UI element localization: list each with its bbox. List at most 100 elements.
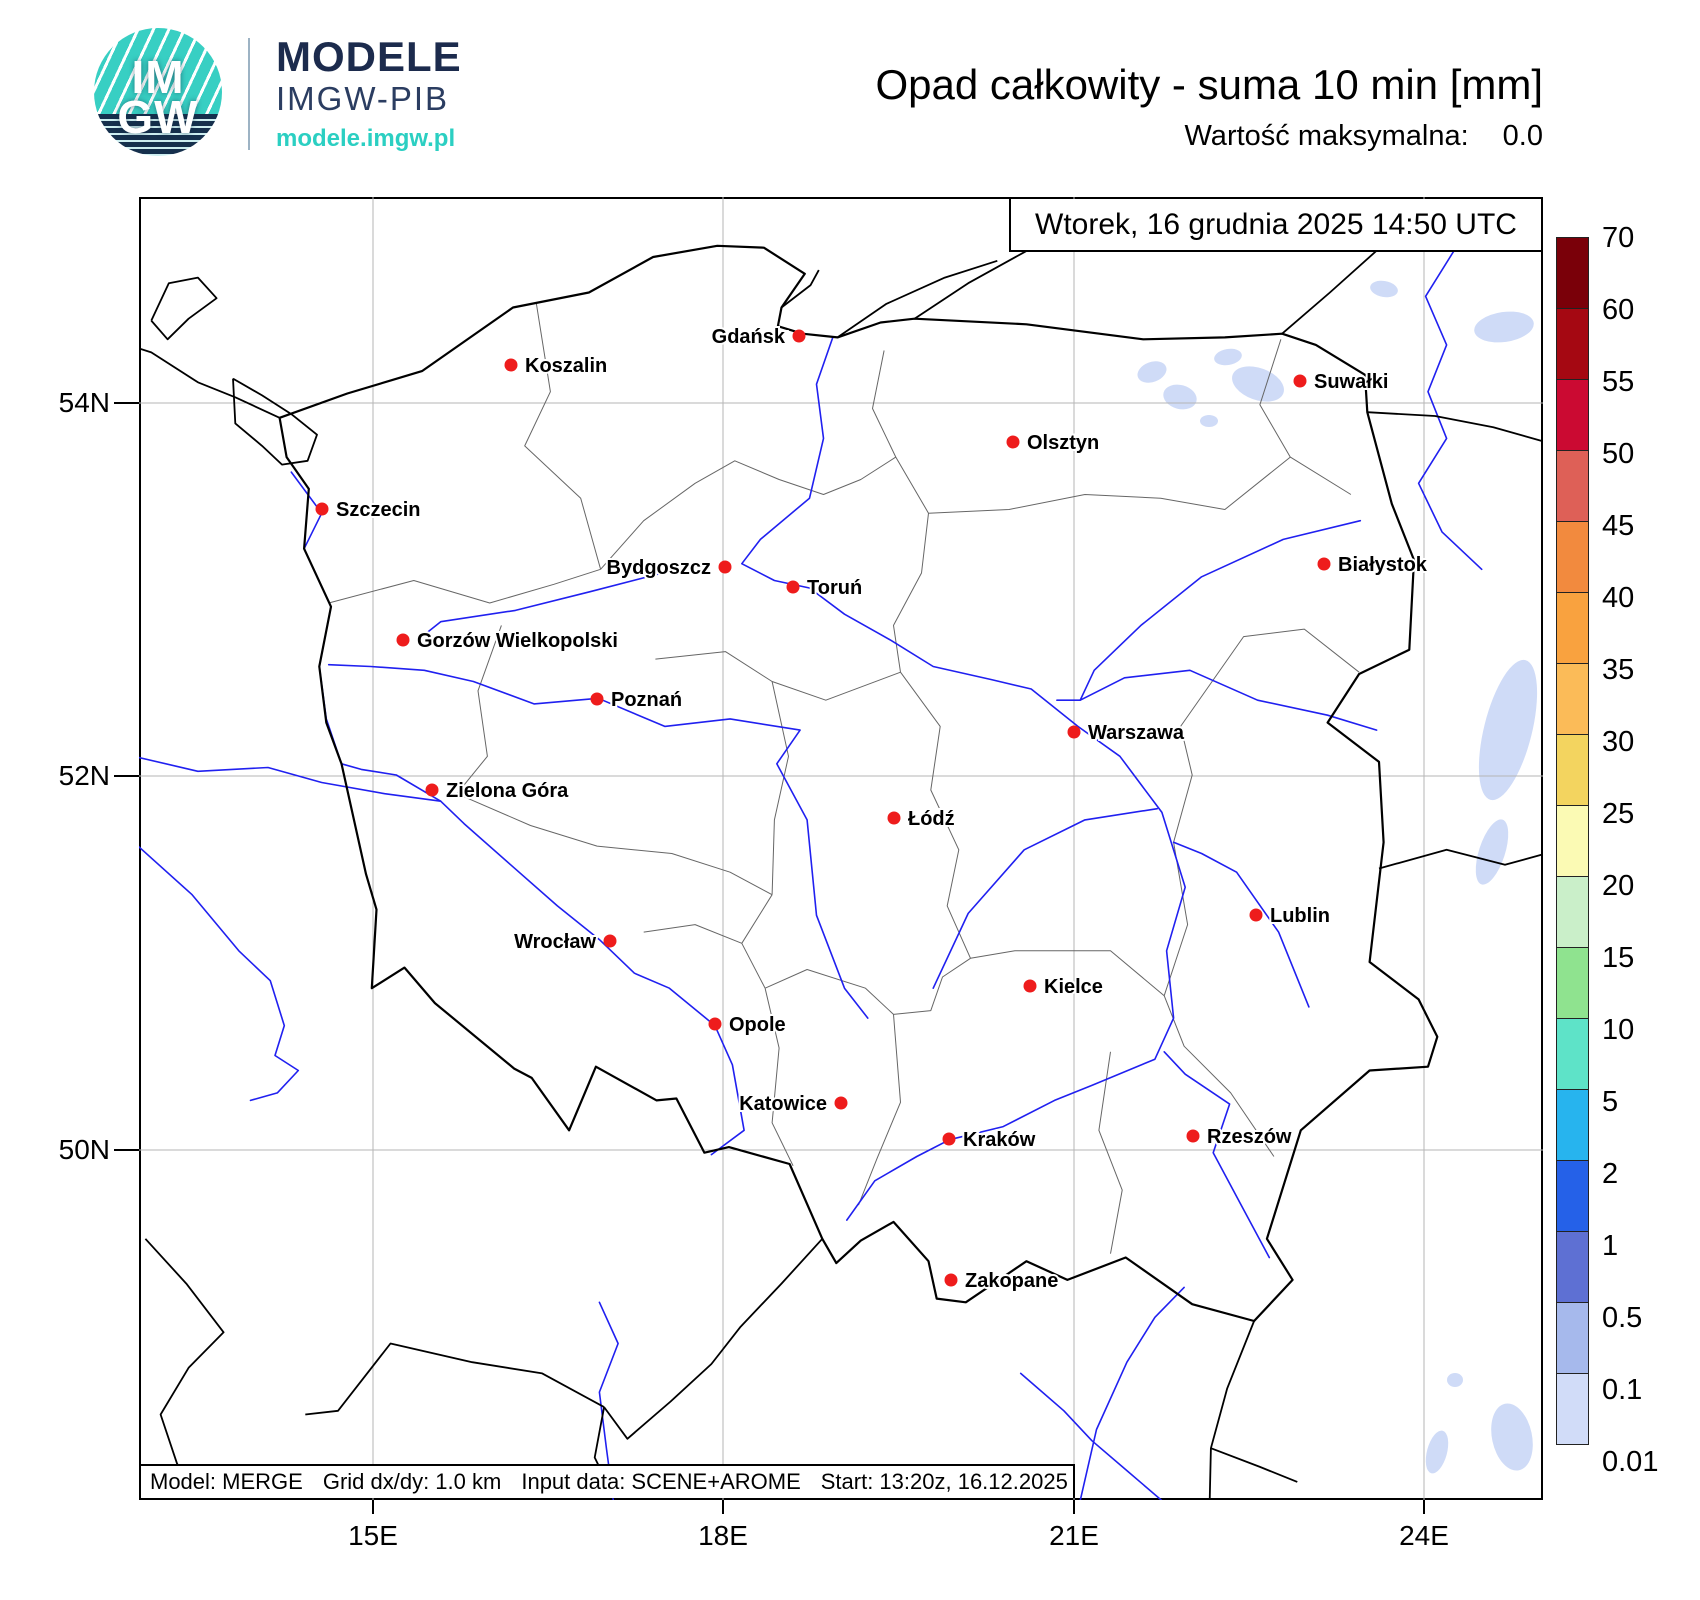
colorbar-level-label: 0.1 <box>1602 1374 1643 1406</box>
colorbar-level-label: 0.5 <box>1602 1302 1643 1334</box>
timestamp-text: Wtorek, 16 grudnia 2025 14:50 UTC <box>1035 207 1517 241</box>
country-border <box>144 1238 225 1500</box>
x-axis-tick <box>1423 1500 1425 1514</box>
max-value-label: Wartość maksymalna: <box>1184 120 1469 153</box>
poland-map: Koszalin Gdańsk Suwałki Olsztyn Szczecin Bydg… <box>139 197 1543 1500</box>
colorbar-level-label: 15 <box>1602 942 1635 974</box>
lake <box>1200 415 1218 427</box>
city-dot <box>944 1273 958 1287</box>
colorbar-segment <box>1556 1231 1589 1303</box>
poland-border <box>278 244 1439 1323</box>
colorbar-segment <box>1556 805 1589 877</box>
river <box>1163 1051 1271 1259</box>
max-value: 0.0 <box>1502 120 1543 153</box>
colorbar-segment <box>1556 1302 1589 1374</box>
colorbar-level-label: 30 <box>1602 726 1635 758</box>
lake <box>1137 361 1167 383</box>
city-label: Szczecin <box>336 499 420 521</box>
city-label: Katowice <box>739 1093 827 1115</box>
imgw-logo: IM GW MODELE IMGW-PIB modele.imgw.pl <box>94 28 462 156</box>
province-border <box>741 894 773 989</box>
x-axis-tick <box>1073 1500 1075 1514</box>
city-label: Kraków <box>963 1129 1036 1151</box>
province-border <box>643 924 742 944</box>
province-border <box>893 456 929 673</box>
brand-url-link[interactable]: modele.imgw.pl <box>276 125 456 152</box>
province-border <box>764 988 794 1167</box>
city-dot <box>315 502 329 516</box>
city-dot <box>1067 725 1081 739</box>
city-label: Kielce <box>1044 976 1103 998</box>
river <box>741 336 1186 1221</box>
city-dot <box>504 358 518 372</box>
logo-letters-bottom: GW <box>117 91 199 143</box>
colorbar-segment <box>1556 237 1589 309</box>
province-border <box>600 456 897 570</box>
province-border <box>1259 339 1352 495</box>
country-border <box>1367 411 1543 443</box>
colorbar-segment <box>1556 379 1589 451</box>
colorbar-level-label: 60 <box>1602 294 1635 326</box>
city-label: Gorzów Wielkopolski <box>417 630 618 652</box>
colorbar-segment <box>1556 521 1589 593</box>
country-border <box>780 269 820 309</box>
colorbar-level-label: 70 <box>1602 222 1635 254</box>
river <box>327 663 869 1019</box>
brand-block: MODELE IMGW-PIB modele.imgw.pl <box>276 28 462 151</box>
x-axis-tick <box>372 1500 374 1514</box>
city-dot <box>1249 908 1263 922</box>
city-dot <box>1186 1129 1200 1143</box>
colorbar-segment <box>1556 663 1589 735</box>
city-dot <box>1023 979 1037 993</box>
city-label: Białystok <box>1338 554 1428 576</box>
lake <box>1475 819 1509 885</box>
city-label: Lublin <box>1270 905 1330 927</box>
province-border <box>1098 1051 1123 1254</box>
y-axis-label: 52N <box>58 760 110 791</box>
y-axis-tick <box>114 1149 139 1151</box>
city-label: Gdańsk <box>712 326 786 348</box>
imgw-logo-mark: IM GW <box>94 28 222 156</box>
river <box>932 807 1158 989</box>
river <box>421 572 664 638</box>
city-label: Opole <box>729 1014 786 1036</box>
province-border <box>928 456 1291 514</box>
model-info-item: Grid dx/dy: 1.0 km <box>322 1469 502 1494</box>
colorbar-level-label: 40 <box>1602 582 1635 614</box>
lake <box>1425 1430 1449 1474</box>
province-border <box>900 671 971 959</box>
colorbar-segment <box>1556 1018 1589 1090</box>
colorbar-segment <box>1556 1373 1589 1445</box>
lake <box>1370 280 1398 298</box>
city-label: Bydgoszcz <box>607 557 711 579</box>
city-dot <box>718 560 732 574</box>
province-border <box>1163 726 1193 996</box>
city-dot <box>834 1096 848 1110</box>
city-label: Poznań <box>611 689 682 711</box>
x-axis-tick <box>722 1500 724 1514</box>
river <box>139 756 442 802</box>
colorbar-segment <box>1556 308 1589 380</box>
page-title: Opad całkowity - suma 10 min [mm] <box>875 61 1543 108</box>
province-border <box>655 651 901 701</box>
country-border <box>139 347 280 419</box>
city-label: Warszawa <box>1088 722 1185 744</box>
colorbar-segment <box>1556 876 1589 948</box>
city-dot <box>1317 557 1331 571</box>
y-axis-tick <box>114 402 139 404</box>
colorbar-level-label: 5 <box>1602 1086 1619 1118</box>
colorbar-segment <box>1556 450 1589 522</box>
country-border <box>1210 1447 1298 1483</box>
colorbar-segment <box>1556 734 1589 806</box>
x-axis-label: 15E <box>348 1520 398 1551</box>
city-dot <box>590 692 604 706</box>
province-border <box>328 568 601 604</box>
river <box>1417 202 1483 571</box>
model-info-bar: Model: MERGE Grid dx/dy: 1.0 km Input data… <box>141 1464 1075 1498</box>
lake <box>1232 366 1284 402</box>
province-border <box>456 793 773 896</box>
colorbar-segment <box>1556 947 1589 1019</box>
logo-letters-top: IM <box>131 51 185 103</box>
province-border <box>1163 995 1275 1157</box>
colorbar-level-label: 25 <box>1602 798 1635 830</box>
